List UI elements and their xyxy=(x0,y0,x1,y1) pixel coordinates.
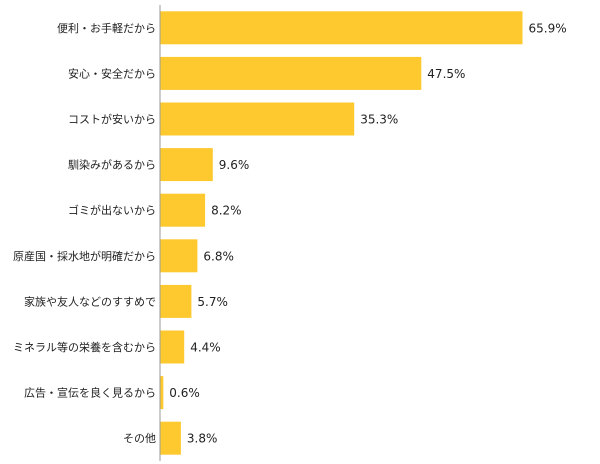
value-label-2: 47.5% xyxy=(427,67,465,81)
value-label-8: 4.4% xyxy=(190,341,221,355)
category-label-4: 馴染みがあるから xyxy=(68,158,156,172)
bar-5 xyxy=(160,193,206,227)
bar-4 xyxy=(160,148,213,182)
value-label-9: 0.6% xyxy=(169,386,200,400)
bar-7 xyxy=(160,284,192,318)
bar-1 xyxy=(160,11,523,45)
value-label-1: 65.9% xyxy=(529,21,567,35)
category-labels-group: 便利・お手軽だから安心・安全だからコストが安いから馴染みがあるからゴミが出ないか… xyxy=(13,21,156,445)
value-label-4: 9.6% xyxy=(219,158,250,172)
category-label-1: 便利・お手軽だから xyxy=(57,21,156,35)
category-label-10: その他 xyxy=(123,432,156,445)
category-label-9: 広告・宣伝を良く見るから xyxy=(24,386,156,400)
category-label-7: 家族や友人などのすすめで xyxy=(24,294,156,308)
value-label-3: 35.3% xyxy=(360,113,398,127)
value-labels-group: 65.9% 47.5% 35.3% 9.6% 8.2% 6.8% 5.7% 4.4% 0.6% 3… xyxy=(169,21,566,445)
bar-2 xyxy=(160,56,422,90)
bar-3 xyxy=(160,102,355,136)
value-label-7: 5.7% xyxy=(197,295,228,309)
category-label-5: ゴミが出ないから xyxy=(68,203,156,217)
category-label-2: 安心・安全だから xyxy=(68,66,156,80)
bar-9 xyxy=(160,376,164,410)
category-label-6: 原産国・採水地が明確だから xyxy=(13,249,156,263)
bar-6 xyxy=(160,239,198,273)
bar-10 xyxy=(160,421,181,455)
bars-group xyxy=(160,11,523,455)
value-label-5: 8.2% xyxy=(211,204,242,218)
value-label-6: 6.8% xyxy=(203,249,234,263)
bar-8 xyxy=(160,330,185,364)
value-label-10: 3.8% xyxy=(187,432,218,446)
category-label-3: コストが安いから xyxy=(68,112,156,126)
category-label-8: ミネラル等の栄養を含むから xyxy=(13,340,156,354)
